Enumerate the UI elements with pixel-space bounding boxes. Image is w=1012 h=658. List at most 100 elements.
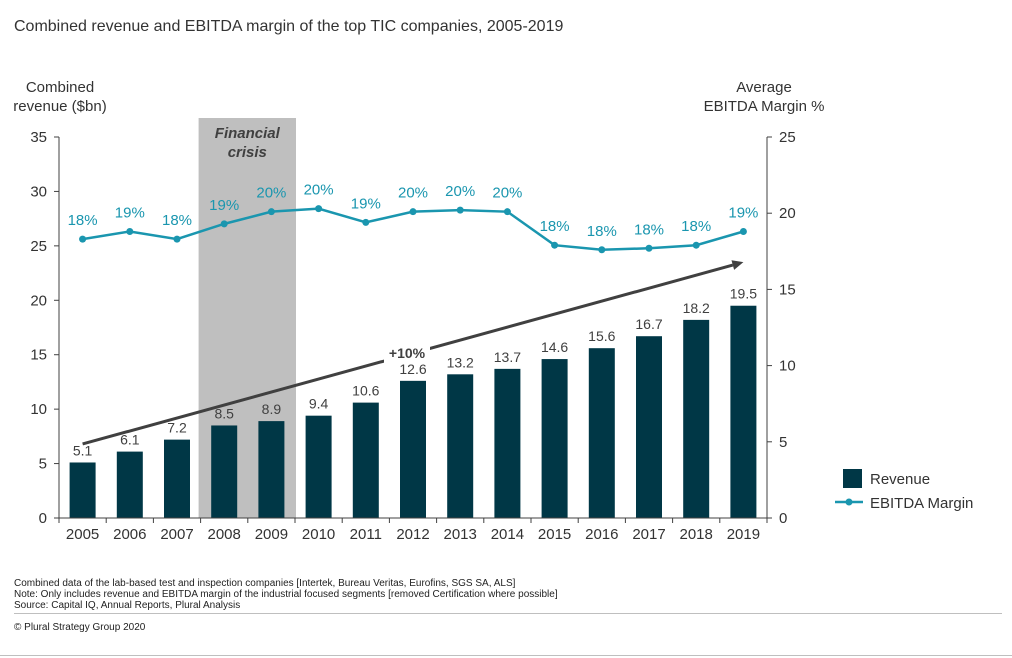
x-axis-tick-label: 2005 bbox=[66, 526, 99, 543]
ebitda-margin-data-label: 20% bbox=[304, 182, 334, 199]
x-axis-tick-label: 2016 bbox=[585, 526, 618, 543]
x-axis-tick-label: 2010 bbox=[302, 526, 335, 543]
revenue-bar bbox=[730, 305, 757, 518]
revenue-data-label: 6.1 bbox=[120, 432, 140, 448]
bottom-divider bbox=[0, 655, 1012, 656]
footnote-note: Note: Only includes revenue and EBITDA m… bbox=[14, 589, 558, 600]
x-axis-tick-label: 2013 bbox=[444, 526, 477, 543]
revenue-data-label: 13.2 bbox=[447, 354, 474, 370]
footnote-source: Source: Capital IQ, Annual Reports, Plur… bbox=[14, 600, 241, 611]
x-axis-tick-label: 2018 bbox=[680, 526, 713, 543]
revenue-data-label: 14.6 bbox=[541, 339, 568, 355]
legend: Revenue EBITDA Margin bbox=[835, 469, 973, 512]
revenue-bar bbox=[69, 462, 96, 518]
right-axis-title: Average EBITDA Margin % bbox=[694, 78, 834, 116]
x-axis-tick-label: 2008 bbox=[208, 526, 241, 543]
right-axis-title-line2: EBITDA Margin % bbox=[703, 98, 825, 115]
trend-label-background bbox=[384, 343, 430, 364]
ebitda-margin-point bbox=[598, 246, 606, 254]
ebitda-margin-data-label: 20% bbox=[398, 185, 428, 202]
ebitda-margin-data-label: 20% bbox=[445, 183, 475, 200]
ebitda-margin-point bbox=[362, 218, 370, 226]
revenue-data-label: 15.6 bbox=[588, 328, 615, 344]
revenue-data-label: 13.7 bbox=[494, 349, 521, 365]
ebitda-margin-data-label: 19% bbox=[115, 204, 145, 221]
combo-chart: Financial crisis 0 5 10 15 20 25 30 35 0 5 10 15 20 25… bbox=[30, 118, 973, 543]
ebitda-margin-point bbox=[267, 208, 275, 216]
left-axis-tick-label: 15 bbox=[30, 347, 47, 364]
revenue-bar bbox=[164, 439, 190, 518]
x-axis-tick-label: 2019 bbox=[727, 526, 760, 543]
left-axis-tick-label: 10 bbox=[30, 401, 47, 418]
ebitda-margin-data-label: 20% bbox=[492, 185, 522, 202]
ebitda-margin-data-label: 19% bbox=[209, 197, 239, 214]
ebitda-margin-point bbox=[456, 206, 464, 214]
x-axis-tick-label: 2017 bbox=[632, 526, 665, 543]
right-axis-tick-label: 0 bbox=[779, 510, 787, 527]
revenue-bar bbox=[258, 421, 285, 518]
trend-arrow-layer: +10% bbox=[82, 260, 744, 446]
ebitda-margin-data-label: 18% bbox=[634, 221, 664, 238]
revenue-bar bbox=[494, 368, 521, 518]
revenue-bar bbox=[636, 336, 662, 518]
revenue-bar bbox=[541, 359, 568, 518]
ebitda-margin-point bbox=[551, 241, 559, 249]
legend-revenue-label: Revenue bbox=[870, 471, 930, 488]
right-axis-tick-label: 25 bbox=[779, 129, 796, 146]
revenue-data-label: 7.2 bbox=[167, 420, 187, 436]
revenue-bar bbox=[305, 415, 332, 518]
revenue-data-label: 8.5 bbox=[214, 405, 234, 421]
left-axis-tick-label: 20 bbox=[30, 292, 47, 309]
legend-revenue-swatch bbox=[843, 469, 862, 488]
trend-arrow-head bbox=[731, 260, 744, 270]
ebitda-margin-point bbox=[79, 235, 87, 243]
x-axis-tick-label: 2015 bbox=[538, 526, 571, 543]
ebitda-margin-point bbox=[220, 220, 228, 228]
left-axis-tick-label: 25 bbox=[30, 238, 47, 255]
x-axis-tick-label: 2012 bbox=[396, 526, 429, 543]
revenue-data-label: 18.2 bbox=[683, 300, 710, 316]
revenue-bar bbox=[400, 380, 426, 518]
ebitda-margin-point bbox=[692, 241, 700, 249]
ebitda-margin-point bbox=[173, 235, 181, 243]
right-axis-tick-label: 5 bbox=[779, 434, 787, 451]
revenue-data-label: 16.7 bbox=[635, 316, 662, 332]
ebitda-margin-point bbox=[739, 227, 747, 235]
trend-arrow-label: +10% bbox=[389, 345, 426, 361]
ebitda-margin-data-label: 19% bbox=[728, 204, 758, 221]
copyright-text: © Plural Strategy Group 2020 bbox=[14, 622, 146, 633]
left-axis-tick-label: 5 bbox=[39, 456, 47, 473]
x-axis-tick-label: 2006 bbox=[113, 526, 146, 543]
x-axis-tick-label: 2014 bbox=[491, 526, 524, 543]
ebitda-margin-point bbox=[409, 208, 417, 216]
ebitda-margin-point bbox=[645, 244, 653, 252]
footer-divider bbox=[14, 613, 1002, 614]
revenue-bar bbox=[211, 425, 238, 518]
left-axis-tick-label: 30 bbox=[30, 183, 47, 200]
ebitda-margin-data-label: 18% bbox=[162, 212, 192, 229]
revenue-bar bbox=[447, 374, 474, 518]
ebitda-margin-point bbox=[315, 205, 323, 213]
axis-layer: 0 5 10 15 20 25 30 35 0 5 10 15 20 25 2005 2006 2007 2008… bbox=[30, 129, 795, 543]
ebitda-margin-point bbox=[503, 208, 511, 216]
left-axis-tick-label: 0 bbox=[39, 510, 47, 527]
left-axis-title-line1: Combined bbox=[25, 79, 95, 96]
x-axis-tick-label: 2011 bbox=[350, 526, 382, 543]
right-axis-tick-label: 10 bbox=[779, 358, 796, 375]
legend-ebitda-label: EBITDA Margin bbox=[870, 495, 973, 512]
right-axis-tick-label: 20 bbox=[779, 205, 796, 222]
revenue-data-label: 9.4 bbox=[309, 396, 329, 412]
ebitda-margin-data-label: 18% bbox=[681, 218, 711, 235]
footnote-companies: Combined data of the lab-based test and … bbox=[14, 578, 516, 589]
chart-title: Combined revenue and EBITDA margin of th… bbox=[14, 18, 564, 35]
revenue-bar bbox=[588, 348, 615, 518]
x-axis-tick-label: 2007 bbox=[160, 526, 193, 543]
ebitda-margin-data-label: 20% bbox=[256, 185, 286, 202]
revenue-data-label: 19.5 bbox=[730, 286, 757, 302]
ebitda-margin-data-label: 18% bbox=[587, 223, 617, 240]
x-axis-tick-label: 2009 bbox=[255, 526, 288, 543]
ebitda-margin-data-label: 18% bbox=[68, 212, 98, 229]
left-axis-title-line2: revenue ($bn) bbox=[13, 98, 107, 115]
revenue-data-label: 10.6 bbox=[352, 383, 379, 399]
line-layer bbox=[79, 205, 747, 254]
